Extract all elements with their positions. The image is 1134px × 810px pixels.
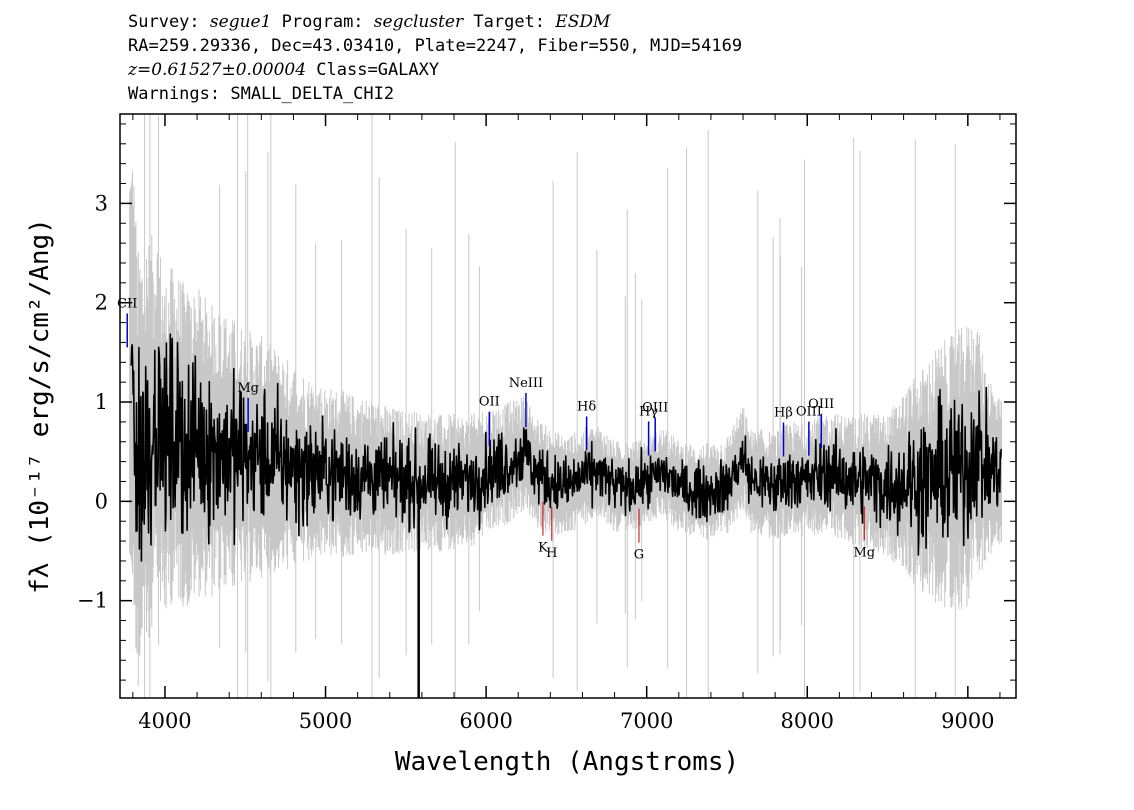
- target-label: Target:: [473, 12, 546, 32]
- emission-line-label: NeIII: [509, 376, 543, 391]
- redshift-value: z=0.61527±0.00004: [128, 60, 307, 80]
- emission-line-label: CII: [117, 296, 137, 311]
- emission-line-label: OIII: [808, 397, 834, 412]
- axis-ticks: 4000 5000 6000 7000 8000 9000 −1 0 1 2 3: [77, 114, 1016, 733]
- survey-label: Survey:: [128, 12, 200, 32]
- y-tick-label: 0: [95, 489, 108, 513]
- absorption-line-label: Mg: [853, 545, 875, 560]
- y-tick-label: −1: [77, 589, 108, 613]
- flux-line: [130, 333, 1002, 562]
- x-tick-label: 7000: [620, 709, 673, 733]
- emission-line-label: Hγ: [639, 404, 658, 419]
- x-tick-label: 5000: [299, 709, 352, 733]
- y-tick-label: 2: [95, 291, 108, 315]
- flux-series: [130, 333, 1002, 698]
- target-value: ESDM: [555, 12, 611, 32]
- error-band: [129, 114, 1002, 698]
- emission-line-label: Hβ: [774, 405, 793, 420]
- header-line-warnings: Warnings: SMALL_DELTA_CHI2: [128, 84, 395, 104]
- header-line-survey: Survey: segue1 Program: segcluster Targe…: [128, 10, 742, 34]
- error-envelope: [129, 114, 1002, 698]
- header-line-redshift: z=0.61527±0.00004 Class=GALAXY: [128, 58, 742, 82]
- y-tick-label: 3: [95, 191, 108, 215]
- survey-value: segue1: [209, 12, 272, 32]
- y-tick-label: 1: [95, 390, 108, 414]
- x-axis-title: Wavelength (Angstroms): [395, 747, 739, 777]
- program-label: Program:: [281, 12, 364, 32]
- header-line-coordinates: RA=259.29336, Dec=43.03410, Plate=2247, …: [128, 36, 743, 56]
- x-tick-label: 8000: [781, 709, 834, 733]
- absorption-line-label: G: [634, 548, 644, 563]
- class-value: Class=GALAXY: [316, 60, 440, 80]
- emission-line-label: OIII: [796, 405, 822, 420]
- x-tick-label: 9000: [941, 709, 994, 733]
- program-value: segcluster: [373, 12, 464, 32]
- plot-frame: [119, 113, 1017, 699]
- x-tick-label: 6000: [459, 709, 512, 733]
- x-tick-label: 4000: [138, 709, 191, 733]
- emission-line-label: Hδ: [577, 399, 596, 414]
- spectrum-header: Survey: segue1 Program: segcluster Targe…: [128, 10, 742, 106]
- absorption-line-label: H: [546, 546, 557, 561]
- y-axis-title: fλ (10⁻¹⁷ erg/s/cm²/Ang): [25, 218, 55, 594]
- emission-line-label: OIII: [642, 400, 668, 415]
- emission-line-label: Mg: [237, 381, 259, 396]
- emission-line-label: OII: [479, 395, 500, 410]
- absorption-line-label: K: [538, 541, 548, 556]
